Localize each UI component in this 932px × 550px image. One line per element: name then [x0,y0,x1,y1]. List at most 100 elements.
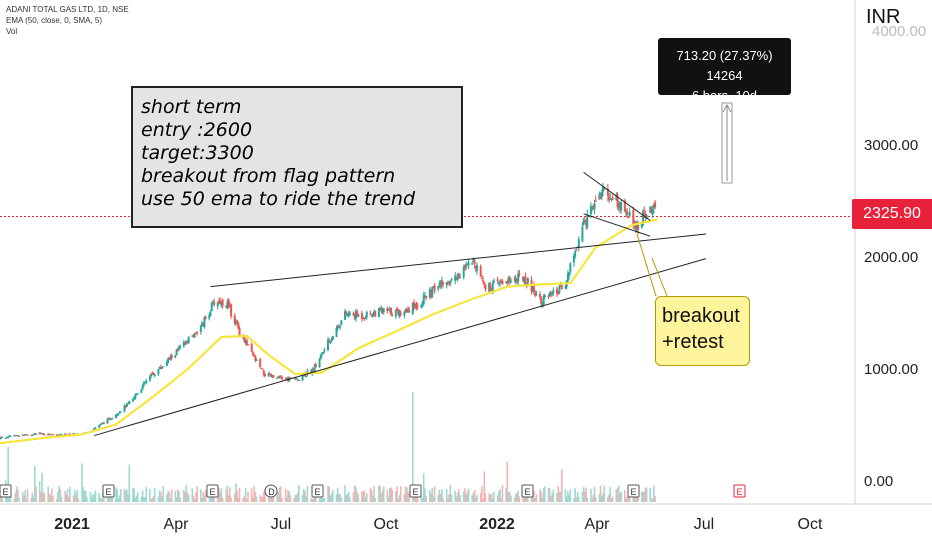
candle [261,368,264,370]
candle [386,306,389,314]
price-tick-2000: 2000.00 [864,249,918,266]
candle [583,216,586,224]
volume-bar [196,486,198,502]
candle [185,340,188,346]
candle [142,381,145,387]
callout-pointer-1 [636,233,657,297]
candle [128,400,131,405]
volume-bar [89,491,92,502]
volume-bar [140,496,143,502]
volume-bar [651,498,654,502]
volume-bar [57,492,59,502]
candle [219,297,222,305]
volume-bar [250,488,253,502]
volume-bar [237,497,240,502]
note-line: use 50 ema to ride the trend [141,188,416,210]
candle [484,283,487,292]
volume-bar [379,485,381,502]
candle [107,417,110,420]
volume-bar [339,494,341,502]
volume-bar [576,492,579,502]
candle [394,309,397,320]
volume-bar [116,489,119,502]
volume-bar [312,498,315,502]
volume-bar [153,487,156,502]
candle [542,294,545,307]
volume-bar [192,495,195,502]
price-tick-3000: 3000.00 [864,137,918,154]
volume-bar [388,488,391,502]
candle [227,297,230,309]
volume-bar [412,392,414,502]
candle [354,309,357,322]
volume-bar [534,498,536,502]
volume-bar [296,492,299,502]
candle [337,324,340,329]
candle [191,334,194,337]
flag-line [583,213,651,237]
candle [432,285,435,289]
candle [501,278,504,285]
volume-bar [603,485,606,502]
breakout-callout[interactable]: breakout +retest [655,296,750,366]
volume-bar [98,493,100,502]
volume-bar [128,464,131,502]
candle [328,338,331,343]
candle [513,275,516,283]
candle [199,325,202,335]
volume-bar [321,493,323,502]
candle [399,310,402,317]
candle [391,312,394,317]
candle [330,337,333,343]
volume-bar [615,489,618,502]
volume-bar [21,492,24,502]
ema-indicator-label[interactable]: EMA (50, close, 0, SMA, 5) [6,16,103,25]
candle [652,202,655,214]
candle [194,331,197,335]
measure-range-box[interactable] [721,102,733,184]
candle [25,434,28,436]
volume-bar [253,485,255,502]
candle [598,191,601,200]
candle [609,192,612,200]
volume-bar [50,488,53,502]
callout-pointer-2 [651,257,668,297]
volume-bar [386,489,389,502]
volume-bar [144,497,146,502]
candle [140,388,143,394]
volume-bar [552,489,555,502]
volume-bar [407,490,409,502]
candle [616,192,619,210]
trendlines[interactable] [94,171,707,437]
candle [422,291,425,307]
volume-indicator-label[interactable]: Vol [6,27,18,36]
symbol-title: ADANI TOTAL GAS LTD, 1D, NSE [6,5,129,14]
candle [343,308,346,321]
candle [599,192,602,200]
candle [4,437,7,439]
candle [39,432,42,435]
volume-bar [149,488,151,502]
volume-bar [550,496,552,502]
candle [374,310,377,317]
candle [131,398,134,403]
candle [176,347,179,352]
volume-bar [551,493,553,502]
volume-bar [293,498,295,502]
earnings-marker: E [409,484,422,498]
candle [635,220,638,233]
volume-bar [357,494,360,502]
volume-bar [356,491,358,502]
candle [243,336,246,343]
candle [428,287,431,300]
candle [148,375,151,383]
candle [572,253,575,267]
note-line: breakout from flag pattern [141,165,396,187]
strategy-note[interactable]: short term entry :2600 target:3300 break… [131,86,463,228]
candle [184,341,187,346]
volume-bar [294,494,297,502]
candle [549,290,552,298]
candle [187,336,190,344]
